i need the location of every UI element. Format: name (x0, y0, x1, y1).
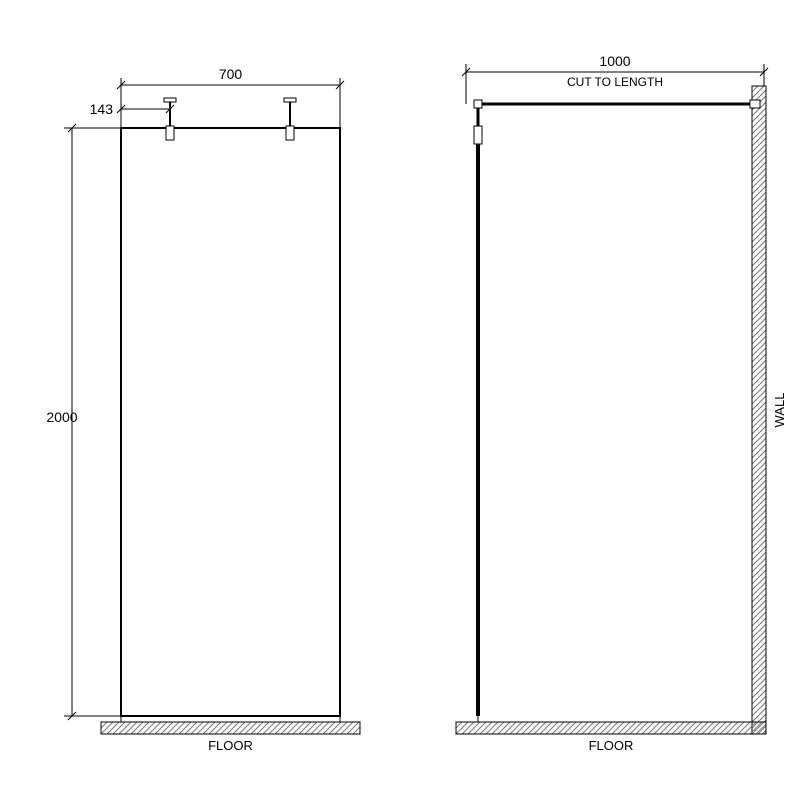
side-floor-label: FLOOR (589, 738, 634, 753)
dim-bar-1000-subtext: CUT TO LENGTH (567, 75, 663, 89)
dim-bar-1000: 1000 CUT TO LENGTH (462, 53, 768, 104)
dim-clip-143-value: 143 (90, 101, 114, 117)
side-floor (456, 722, 766, 734)
front-view: FLOOR 700 143 2000 (46, 66, 360, 753)
stabiliser-bar (474, 100, 760, 144)
side-wall (752, 86, 766, 734)
dim-width-700: 700 (117, 66, 344, 128)
front-glass-panel (121, 128, 340, 716)
dim-clip-143: 143 (90, 101, 174, 117)
side-wall-label: WALL (772, 393, 787, 428)
front-floor-label: FLOOR (208, 738, 253, 753)
dim-bar-1000-value: 1000 (599, 53, 630, 69)
ceiling-clip (284, 98, 296, 140)
dim-height-2000-value: 2000 (46, 409, 77, 425)
dim-height-2000: 2000 (46, 124, 121, 720)
dim-width-700-value: 700 (219, 66, 243, 82)
front-floor (101, 722, 360, 734)
side-view: WALL FLOOR 1000 CUT TO LENGTH (456, 53, 787, 753)
